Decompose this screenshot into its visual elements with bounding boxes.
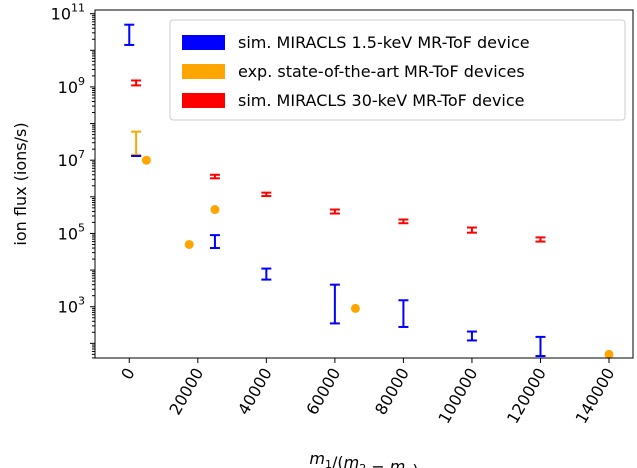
data-point: [210, 205, 220, 215]
error-bar: [329, 208, 340, 215]
data-marks: [124, 23, 614, 359]
y-axis-label: ion flux (ions/s): [11, 122, 30, 245]
x-tick-label: 80000: [371, 365, 413, 419]
error-bar: [466, 330, 477, 342]
error-bar: [131, 130, 142, 156]
error-bar: [209, 234, 220, 250]
data-point: [350, 303, 360, 313]
y-tick-label: 105: [58, 221, 85, 243]
x-tick-label: 140000: [571, 365, 618, 427]
data-point: [604, 349, 614, 359]
error-bar: [398, 299, 409, 328]
error-bar: [261, 191, 272, 198]
error-bar: [535, 335, 546, 358]
x-tick-label: 20000: [165, 365, 207, 419]
legend-label: sim. MIRACLS 30-keV MR-ToF device: [238, 91, 525, 110]
data-point: [184, 239, 194, 249]
data-point: [141, 155, 151, 165]
x-axis: 0 20000 40000 60000 80000 100000 120000 140000: [117, 358, 618, 427]
error-bar: [261, 267, 272, 281]
y-axis: 103 105 107 109 1011: [51, 2, 95, 359]
x-tick-label: 100000: [434, 365, 481, 427]
legend-label: exp. state-of-the-art MR-ToF devices: [238, 62, 525, 81]
plot-frame: [94, 9, 634, 359]
y-tick-label: 1011: [51, 2, 85, 24]
svg-text:m1/(m2 − m1): m1/(m2 − m1): [309, 449, 418, 468]
error-bar: [124, 23, 135, 46]
legend-swatch: [182, 93, 225, 108]
legend: sim. MIRACLS 1.5-keV MR-ToF device exp. s…: [169, 19, 626, 121]
x-tick-label: 60000: [302, 365, 344, 419]
legend-label: sim. MIRACLS 1.5-keV MR-ToF device: [238, 33, 530, 52]
error-bar: [398, 218, 409, 225]
error-bar: [535, 236, 546, 243]
error-bar: [329, 283, 340, 325]
legend-swatch: [182, 64, 225, 79]
x-tick-label: 120000: [503, 365, 550, 427]
error-bar: [466, 226, 477, 234]
error-bar: [209, 173, 220, 180]
y-tick-label: 103: [58, 295, 85, 317]
x-tick-label: 0: [117, 365, 139, 383]
y-tick-label: 109: [58, 75, 85, 97]
error-bar: [131, 79, 142, 87]
x-axis-label: m1/(m2 − m1): [309, 449, 418, 468]
legend-swatch: [182, 35, 225, 50]
x-tick-label: 40000: [234, 365, 276, 419]
legend-box: [169, 19, 626, 121]
y-tick-label: 107: [58, 148, 85, 170]
